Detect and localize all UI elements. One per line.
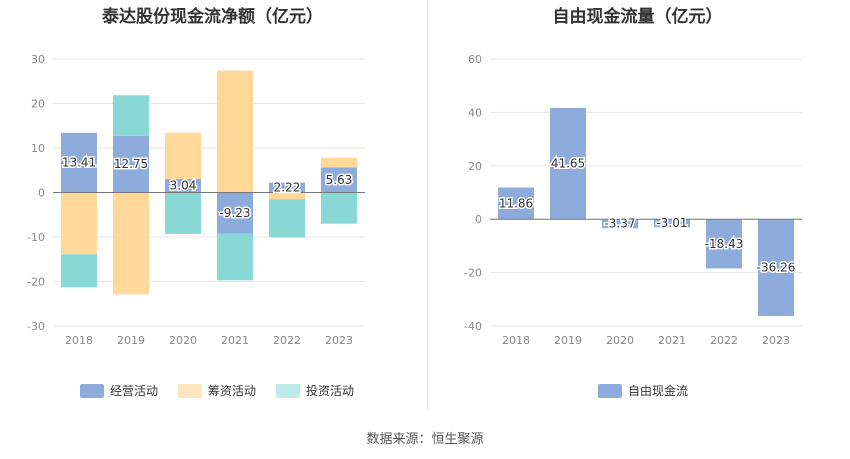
data-label: -3.37 [604, 217, 635, 231]
legend-swatch [276, 383, 301, 398]
x-tick-label: 2022 [273, 334, 301, 347]
data-label: 2.22 [274, 181, 301, 195]
x-tick-label: 2022 [710, 334, 738, 347]
bar-series-2 [61, 254, 97, 288]
chart-title-cashflow: 泰达股份现金流净额（亿元） [102, 7, 323, 27]
legend-label: 经营活动 [110, 384, 159, 398]
legend-item-financing[interactable]: 筹资活动 [178, 382, 256, 399]
bar-primary [498, 187, 534, 220]
cashflow-chart: 30 20 10 0 -10 -20 -30 2018 2019 2020 2021 2022 2023… [27, 53, 365, 347]
legend-swatch [80, 383, 104, 398]
y-tick-label: 20 [468, 160, 482, 173]
legend-item-investing[interactable]: 投资活动 [276, 382, 354, 399]
y-tick-label: -20 [464, 267, 482, 280]
y-tick-label: 40 [468, 106, 482, 119]
bar-series-2 [217, 233, 253, 281]
bar-primary [758, 219, 794, 317]
bar-primary [602, 219, 638, 229]
data-label: -36.26 [757, 261, 796, 275]
bar-series-2 [165, 192, 201, 234]
free-cashflow-chart: 60 40 20 0 -20 -40 2018 2019 2020 2021 2022 2023 11.… [464, 53, 802, 347]
data-label: 41.65 [551, 157, 585, 171]
y-tick-label: 60 [468, 53, 482, 66]
x-tick-label: 2019 [117, 334, 145, 347]
bar-primary [269, 182, 305, 193]
bar-primary [217, 192, 253, 234]
bar-series-1 [61, 192, 97, 255]
x-tick-label: 2018 [502, 334, 530, 347]
data-label: 12.75 [114, 157, 148, 171]
bar-series-1 [113, 192, 149, 295]
x-tick-label: 2020 [169, 334, 197, 347]
data-label: -18.43 [705, 237, 744, 251]
y-tick-label: 20 [31, 98, 45, 111]
data-label: -9.23 [219, 206, 250, 220]
chart-title-free-cashflow: 自由现金流量（亿元） [552, 7, 723, 27]
x-tick-label: 2023 [762, 334, 790, 347]
x-tick-label: 2019 [554, 334, 582, 347]
legend-label: 投资活动 [306, 384, 355, 398]
y-tick-label: 0 [475, 213, 482, 226]
x-tick-label: 2021 [658, 334, 686, 347]
y-tick-label: -30 [27, 320, 45, 333]
legend-item-free-cashflow[interactable]: 自由现金流 [598, 382, 688, 399]
bar-primary [706, 219, 742, 269]
data-label: -3.01 [656, 216, 687, 230]
x-tick-label: 2021 [221, 334, 249, 347]
y-tick-label: -10 [27, 231, 45, 244]
bar-primary [550, 107, 586, 220]
data-label: 11.86 [499, 196, 533, 210]
bar-primary [654, 219, 690, 228]
bar-series-1 [165, 132, 201, 179]
y-tick-label: 10 [31, 142, 45, 155]
data-label: 13.41 [62, 156, 96, 170]
bar-series-2 [269, 199, 305, 238]
x-tick-label: 2023 [325, 334, 353, 347]
bar-primary [113, 135, 149, 193]
free-cashflow-legend: 自由现金流 [598, 382, 688, 399]
y-tick-label: -20 [27, 276, 45, 289]
bar-series-1 [269, 192, 305, 200]
legend-label: 自由现金流 [628, 384, 689, 398]
legend-item-operating[interactable]: 经营活动 [80, 382, 158, 399]
panel-divider [427, 0, 428, 410]
bar-series-1 [321, 157, 357, 168]
data-source-note: 数据来源：恒生聚源 [366, 432, 484, 447]
y-tick-label: 30 [31, 53, 45, 66]
bar-series-2 [113, 95, 149, 136]
bar-primary [61, 132, 97, 193]
y-tick-label: 0 [38, 187, 45, 200]
data-label: 3.04 [170, 179, 197, 193]
x-tick-label: 2020 [606, 334, 634, 347]
legend-swatch [178, 383, 203, 398]
bar-primary [321, 167, 357, 193]
bar-series-1 [217, 70, 253, 193]
legend-swatch [598, 383, 622, 398]
legend-label: 筹资活动 [208, 384, 257, 398]
y-tick-label: -40 [464, 320, 482, 333]
bar-primary [165, 178, 201, 193]
bar-series-2 [321, 192, 357, 224]
x-tick-label: 2018 [65, 334, 93, 347]
cashflow-legend: 经营活动 筹资活动 投资活动 [80, 382, 354, 399]
data-label: 5.63 [326, 173, 353, 187]
